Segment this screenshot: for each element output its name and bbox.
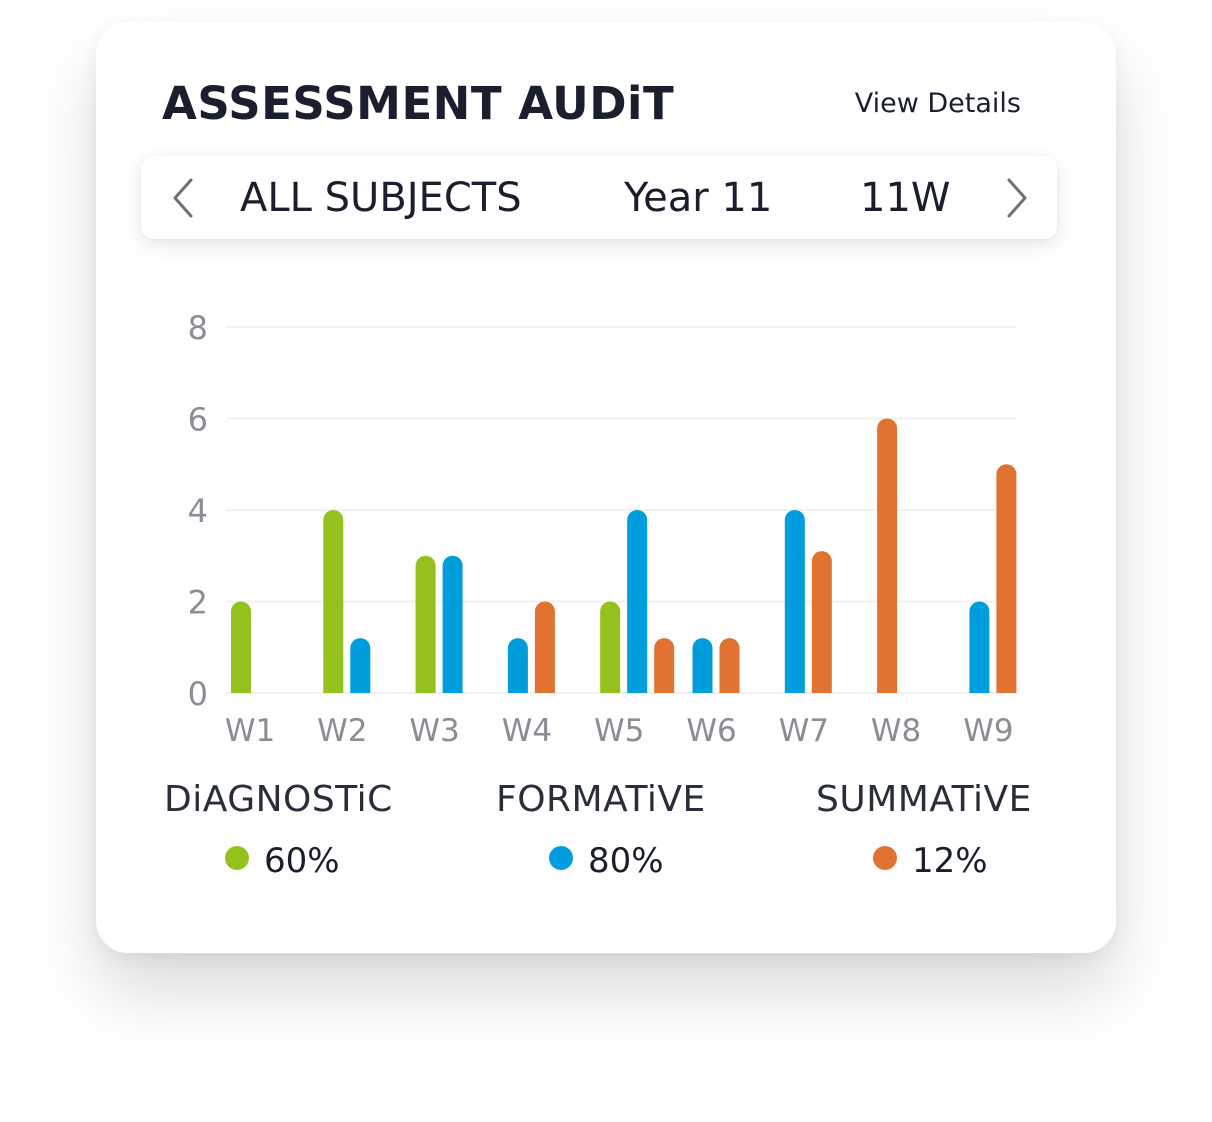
bar-formative-w5 (627, 510, 648, 693)
x-tick-label: W8 (871, 713, 921, 749)
assessment-audit-card: ASSESSMENT AUDiT View Details ALL SUBJEC… (96, 22, 1116, 953)
x-tick-label: W6 (686, 713, 736, 749)
chevron-right-icon[interactable] (1001, 176, 1031, 220)
legend-label-diagnostic: DiAGNOSTiC (164, 779, 393, 820)
bar-summative-w4 (534, 601, 555, 693)
bar-diagnostic-w5 (600, 601, 621, 693)
bar-chart: 0 2 4 6 8 W1 W2 W3 W4 W5 W6 W7 W8 W9 (188, 309, 1017, 749)
view-details-link[interactable]: View Details (854, 88, 1021, 119)
bar-formative-w7 (784, 510, 805, 693)
bar-formative-w9 (969, 601, 990, 693)
bar-summative-w5 (654, 638, 675, 693)
legend-dot-diagnostic (225, 846, 249, 870)
bar-summative-w6 (719, 638, 740, 693)
x-tick-label: W9 (963, 713, 1013, 749)
legend-percent-diagnostic: 60% (264, 841, 340, 881)
legend-label-formative: FORMATiVE (496, 779, 706, 820)
legend-percent-summative: 12% (912, 841, 988, 881)
year-selector[interactable]: Year 11 (624, 175, 773, 221)
x-tick-label: W2 (317, 713, 367, 749)
y-tick-label: 2 (188, 584, 208, 622)
x-tick-label: W1 (225, 713, 275, 749)
legend-dot-formative (549, 846, 573, 870)
bar-formative-w4 (507, 638, 528, 693)
legend-label-summative: SUMMATiVE (816, 779, 1032, 820)
card-title: ASSESSMENT AUDiT (162, 77, 675, 130)
legend-dot-summative (873, 846, 897, 870)
bar-formative-w6 (692, 638, 713, 693)
subject-selector[interactable]: ALL SUBJECTS (240, 175, 522, 221)
bar-summative-w7 (811, 551, 832, 693)
bar-formative-w3 (442, 555, 463, 693)
bar-summative-w8 (877, 418, 898, 693)
y-tick-label: 8 (188, 309, 208, 347)
x-tick-label: W4 (502, 713, 552, 749)
y-tick-label: 4 (188, 492, 208, 530)
bar-diagnostic-w2 (323, 510, 344, 693)
bar-diagnostic-w3 (415, 555, 436, 693)
y-tick-label: 6 (188, 401, 208, 439)
x-tick-label: W3 (409, 713, 459, 749)
bar-formative-w2 (350, 638, 371, 693)
x-tick-label: W7 (779, 713, 829, 749)
chevron-left-icon[interactable] (169, 176, 199, 220)
legend-percent-formative: 80% (588, 841, 664, 881)
bar-summative-w9 (996, 464, 1017, 693)
filter-selector: ALL SUBJECTS Year 11 11W (141, 156, 1057, 239)
class-selector[interactable]: 11W (860, 175, 951, 221)
bar-diagnostic-w1 (231, 601, 251, 693)
x-tick-label: W5 (594, 713, 644, 749)
y-tick-label: 0 (188, 675, 208, 713)
